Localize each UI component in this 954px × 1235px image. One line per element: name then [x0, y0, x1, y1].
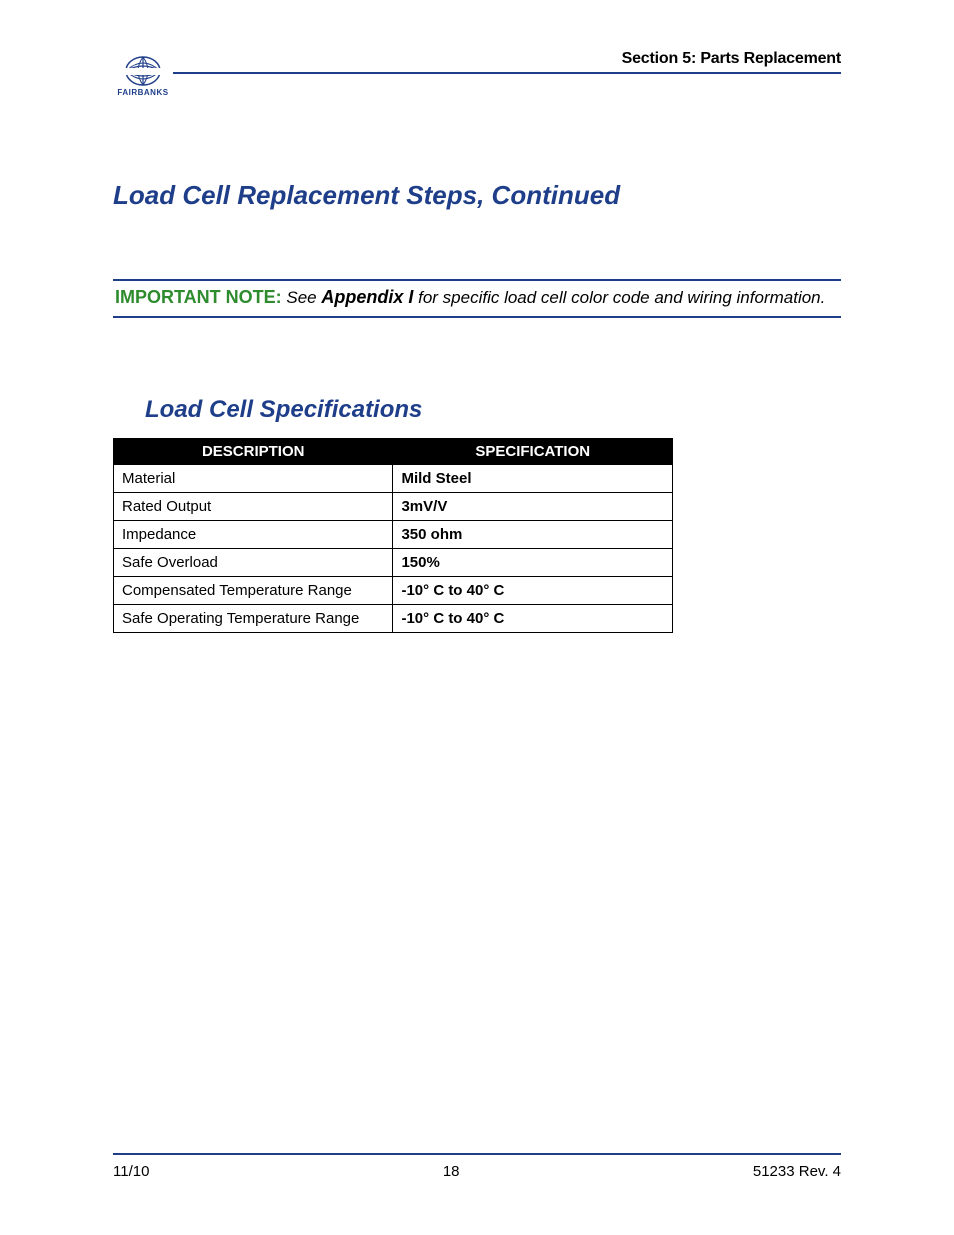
important-note-box: IMPORTANT NOTE: See Appendix I for speci…	[113, 279, 841, 318]
table-row: Material Mild Steel	[114, 465, 673, 493]
table-header-specification: SPECIFICATION	[393, 439, 673, 465]
spec-value: -10° C to 40° C	[393, 605, 673, 633]
note-label: IMPORTANT NOTE:	[115, 287, 282, 307]
spec-value: 350 ohm	[393, 521, 673, 549]
note-appendix-ref: Appendix I	[321, 287, 413, 307]
table-row: Impedance 350 ohm	[114, 521, 673, 549]
page-content: FAIRBANKS Section 5: Parts Replacement L…	[113, 50, 841, 1175]
spec-value: 3mV/V	[393, 493, 673, 521]
footer-row: 11/10 18 51233 Rev. 4	[113, 1163, 841, 1180]
note-text-before: See	[282, 288, 322, 307]
table-header-row: DESCRIPTION SPECIFICATION	[114, 439, 673, 465]
page-header: FAIRBANKS Section 5: Parts Replacement	[113, 50, 841, 100]
logo-text: FAIRBANKS	[113, 88, 173, 97]
spec-value: Mild Steel	[393, 465, 673, 493]
specifications-table: DESCRIPTION SPECIFICATION Material Mild …	[113, 438, 673, 633]
spec-description: Compensated Temperature Range	[114, 577, 393, 605]
brand-logo: FAIRBANKS	[113, 55, 173, 97]
spec-description: Rated Output	[114, 493, 393, 521]
spec-description: Impedance	[114, 521, 393, 549]
footer-page-number: 18	[443, 1163, 460, 1180]
spec-description: Safe Operating Temperature Range	[114, 605, 393, 633]
spec-description: Material	[114, 465, 393, 493]
footer-rule	[113, 1153, 841, 1155]
page-footer: 11/10 18 51233 Rev. 4	[113, 1153, 841, 1180]
spec-value: 150%	[393, 549, 673, 577]
heading-specifications: Load Cell Specifications	[145, 396, 841, 424]
table-body: Material Mild Steel Rated Output 3mV/V I…	[114, 465, 673, 633]
footer-doc-rev: 51233 Rev. 4	[753, 1163, 841, 1180]
footer-date: 11/10	[113, 1163, 149, 1180]
note-text-after: for specific load cell color code and wi…	[413, 288, 825, 307]
section-title: Section 5: Parts Replacement	[622, 50, 841, 68]
globe-icon	[121, 55, 165, 91]
table-row: Compensated Temperature Range -10° C to …	[114, 577, 673, 605]
spec-value: -10° C to 40° C	[393, 577, 673, 605]
table-row: Rated Output 3mV/V	[114, 493, 673, 521]
heading-replacement-steps: Load Cell Replacement Steps, Continued	[113, 180, 841, 211]
table-header-description: DESCRIPTION	[114, 439, 393, 465]
table-row: Safe Operating Temperature Range -10° C …	[114, 605, 673, 633]
table-row: Safe Overload 150%	[114, 549, 673, 577]
header-rule	[173, 72, 841, 74]
spec-description: Safe Overload	[114, 549, 393, 577]
